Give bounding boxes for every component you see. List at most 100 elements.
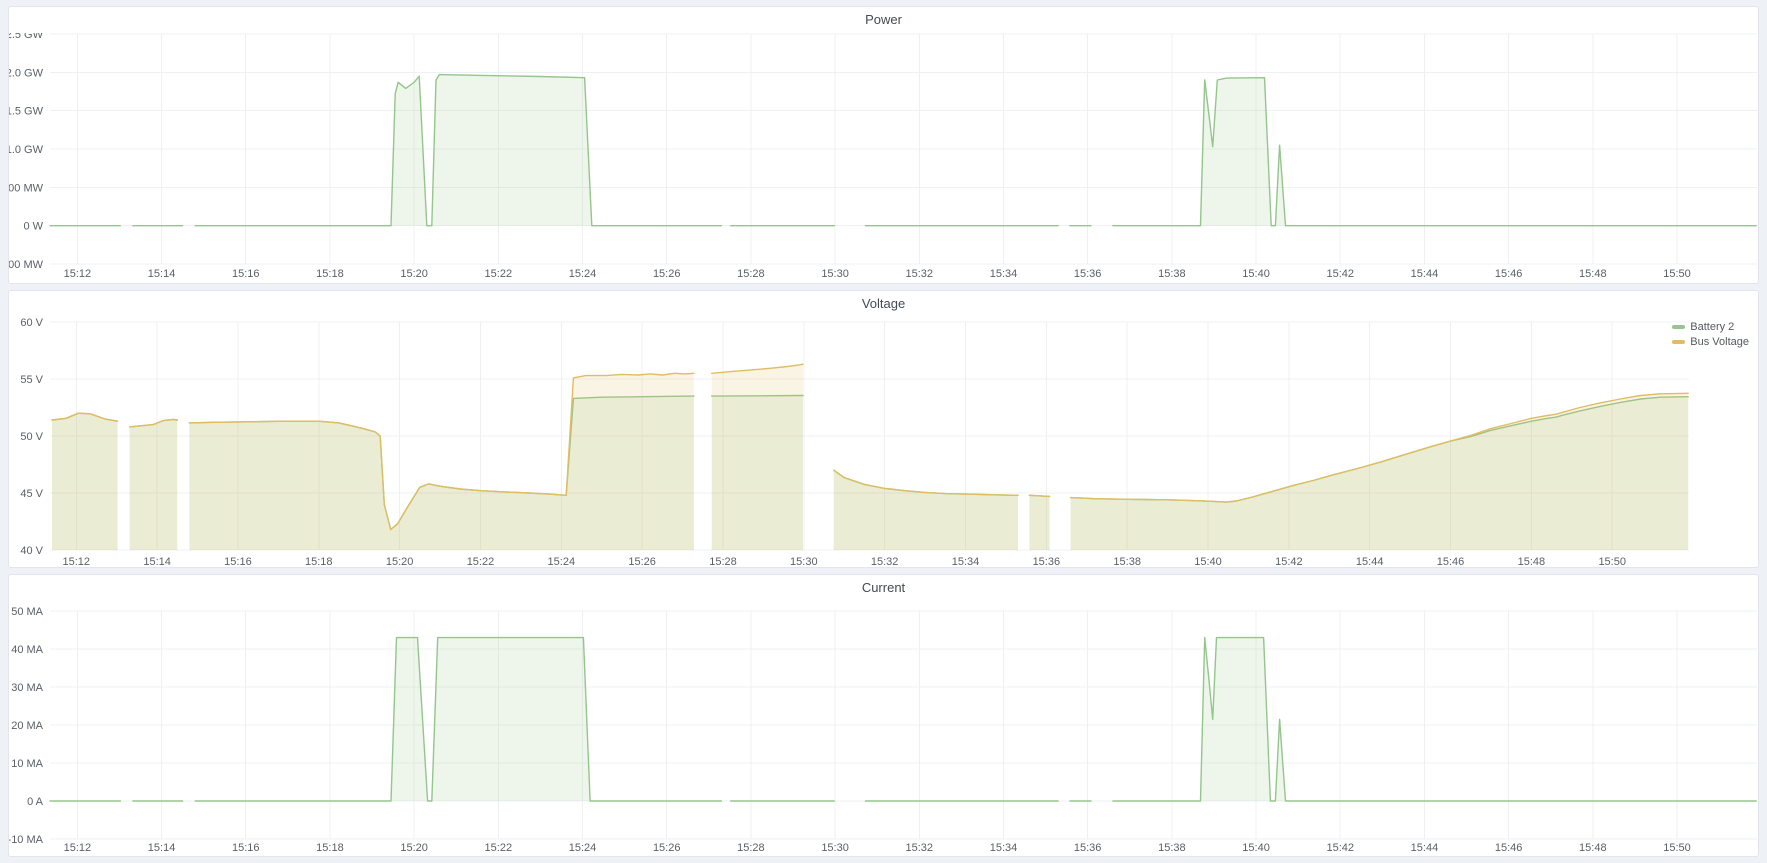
panel-power: Power 2.5 GW 2.0 GW 1.5 GW 1.0 GW 500 MW 0 W -…	[8, 6, 1759, 284]
legend-item-battery-2[interactable]: Battery 2	[1672, 321, 1749, 333]
legend-label-bus-voltage: Bus Voltage	[1690, 336, 1749, 348]
svg-text:15:26: 15:26	[653, 268, 681, 280]
svg-text:15:28: 15:28	[737, 268, 765, 280]
svg-text:-10 MA: -10 MA	[9, 834, 44, 846]
bus-voltage-series	[51, 363, 1689, 550]
svg-text:50 MA: 50 MA	[11, 606, 43, 618]
svg-text:15:16: 15:16	[224, 556, 252, 568]
svg-text:15:44: 15:44	[1356, 556, 1384, 568]
svg-text:15:18: 15:18	[305, 556, 333, 568]
svg-text:15:20: 15:20	[386, 556, 414, 568]
voltage-legend: Battery 2 Bus Voltage	[1672, 321, 1749, 348]
svg-text:15:22: 15:22	[485, 268, 513, 280]
svg-text:15:14: 15:14	[148, 842, 176, 854]
svg-text:15:20: 15:20	[400, 842, 428, 854]
svg-text:15:42: 15:42	[1275, 556, 1303, 568]
svg-text:15:40: 15:40	[1194, 556, 1222, 568]
svg-text:0 A: 0 A	[27, 796, 44, 808]
gridlines	[50, 610, 1757, 840]
svg-text:0 W: 0 W	[23, 221, 43, 233]
svg-text:15:42: 15:42	[1326, 842, 1354, 854]
panel-voltage: Voltage 60 V 55 V 50 V 45 V 40 V 15:12 15:14 15…	[8, 290, 1759, 568]
current-series	[49, 636, 1757, 802]
svg-text:15:44: 15:44	[1411, 268, 1439, 280]
svg-text:15:22: 15:22	[467, 556, 495, 568]
gridlines	[50, 33, 1757, 265]
svg-text:15:28: 15:28	[709, 556, 737, 568]
voltage-chart[interactable]: 60 V 55 V 50 V 45 V 40 V 15:12 15:14 15:16 15:18…	[9, 317, 1758, 569]
svg-text:15:14: 15:14	[148, 268, 176, 280]
svg-text:15:32: 15:32	[906, 842, 934, 854]
svg-text:15:12: 15:12	[63, 556, 91, 568]
svg-text:15:34: 15:34	[990, 842, 1018, 854]
svg-text:15:24: 15:24	[569, 842, 597, 854]
svg-text:40 V: 40 V	[20, 545, 43, 557]
battery-2-series	[51, 394, 1689, 550]
svg-text:500 MW: 500 MW	[9, 182, 44, 194]
power-series	[49, 73, 1757, 227]
svg-text:40 MA: 40 MA	[11, 644, 43, 656]
legend-label-battery-2: Battery 2	[1690, 321, 1735, 333]
svg-text:30 MA: 30 MA	[11, 682, 43, 694]
battery-2-series-swatch	[1672, 325, 1686, 329]
svg-text:15:26: 15:26	[628, 556, 656, 568]
svg-text:15:12: 15:12	[64, 842, 92, 854]
svg-text:15:26: 15:26	[653, 842, 681, 854]
svg-text:60 V: 60 V	[20, 317, 43, 329]
panel-current: Current 50 MA 40 MA 30 MA 20 MA 10 MA 0 A -10 …	[8, 574, 1759, 857]
svg-text:2.5 GW: 2.5 GW	[9, 33, 44, 41]
svg-text:15:18: 15:18	[316, 268, 344, 280]
svg-text:15:40: 15:40	[1242, 268, 1270, 280]
svg-text:15:36: 15:36	[1033, 556, 1061, 568]
svg-text:15:34: 15:34	[952, 556, 980, 568]
svg-text:15:38: 15:38	[1158, 842, 1186, 854]
y-axis-labels: 2.5 GW 2.0 GW 1.5 GW 1.0 GW 500 MW 0 W -500 MW	[9, 33, 44, 271]
panel-title-current[interactable]: Current	[861, 580, 906, 595]
svg-text:15:36: 15:36	[1074, 268, 1102, 280]
svg-text:15:46: 15:46	[1495, 842, 1523, 854]
svg-text:15:30: 15:30	[821, 268, 849, 280]
svg-text:15:46: 15:46	[1495, 268, 1523, 280]
svg-text:15:34: 15:34	[990, 268, 1018, 280]
svg-text:2.0 GW: 2.0 GW	[9, 67, 44, 79]
x-axis-labels: 15:12 15:14 15:16 15:18 15:20 15:22 15:24 15:26…	[63, 556, 1626, 568]
svg-text:15:16: 15:16	[232, 268, 260, 280]
svg-text:15:50: 15:50	[1663, 268, 1691, 280]
svg-text:15:20: 15:20	[400, 268, 428, 280]
svg-text:10 MA: 10 MA	[11, 758, 43, 770]
svg-text:15:30: 15:30	[821, 842, 849, 854]
y-axis-labels: 60 V 55 V 50 V 45 V 40 V	[20, 317, 43, 557]
svg-text:15:24: 15:24	[569, 268, 597, 280]
svg-text:15:50: 15:50	[1663, 842, 1691, 854]
y-axis-labels: 50 MA 40 MA 30 MA 20 MA 10 MA 0 A -10 MA	[9, 606, 44, 846]
svg-text:15:36: 15:36	[1074, 842, 1102, 854]
svg-text:15:12: 15:12	[64, 268, 92, 280]
svg-text:1.5 GW: 1.5 GW	[9, 106, 44, 118]
svg-text:55 V: 55 V	[20, 374, 43, 386]
panel-title-voltage[interactable]: Voltage	[861, 296, 906, 311]
x-axis-labels: 15:12 15:14 15:16 15:18 15:20 15:22 15:24 15:26…	[64, 268, 1691, 280]
svg-text:15:18: 15:18	[316, 842, 344, 854]
svg-text:15:22: 15:22	[485, 842, 513, 854]
svg-text:45 V: 45 V	[20, 488, 43, 500]
bus-voltage-series-swatch	[1672, 340, 1686, 344]
gridlines	[50, 321, 1689, 551]
svg-text:15:28: 15:28	[737, 842, 765, 854]
svg-text:15:30: 15:30	[790, 556, 818, 568]
svg-text:15:40: 15:40	[1242, 842, 1270, 854]
svg-text:15:50: 15:50	[1598, 556, 1626, 568]
panel-title-power[interactable]: Power	[865, 12, 902, 27]
svg-text:15:48: 15:48	[1579, 842, 1607, 854]
power-chart[interactable]: 2.5 GW 2.0 GW 1.5 GW 1.0 GW 500 MW 0 W -500 MW…	[9, 33, 1758, 285]
svg-text:1.0 GW: 1.0 GW	[9, 144, 44, 156]
svg-text:15:48: 15:48	[1579, 268, 1607, 280]
legend-item-bus-voltage[interactable]: Bus Voltage	[1672, 336, 1749, 348]
svg-text:15:32: 15:32	[906, 268, 934, 280]
svg-text:15:48: 15:48	[1518, 556, 1546, 568]
svg-text:15:46: 15:46	[1437, 556, 1465, 568]
svg-text:-500 MW: -500 MW	[9, 259, 44, 271]
svg-text:15:44: 15:44	[1411, 842, 1439, 854]
svg-text:15:38: 15:38	[1113, 556, 1141, 568]
